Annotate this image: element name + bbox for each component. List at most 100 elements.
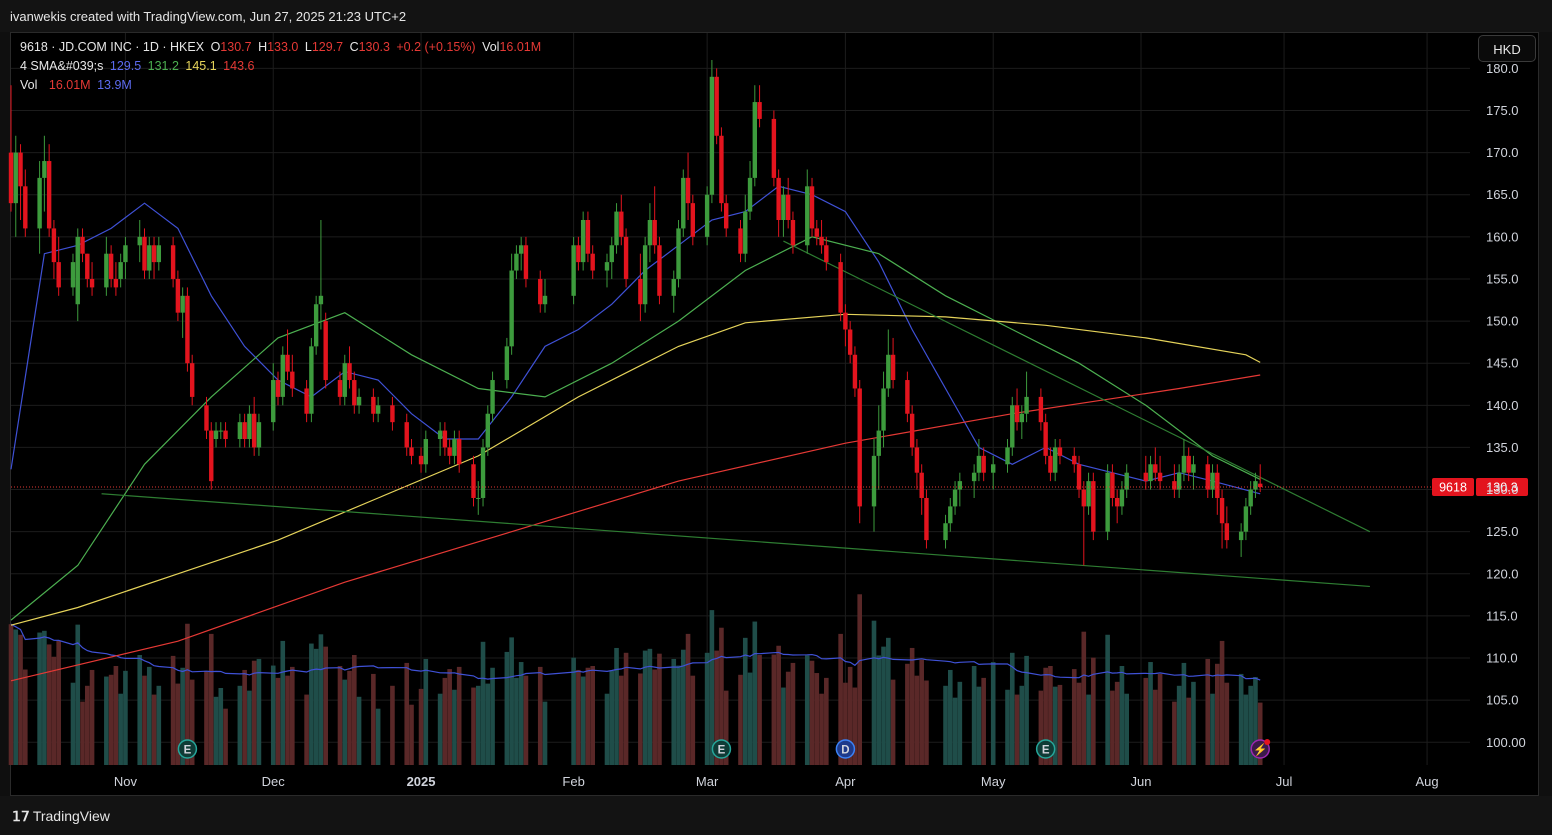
- volume-bar: [785, 671, 791, 765]
- candle: [37, 161, 42, 254]
- price-tag-symbol: 9618: [1439, 481, 1467, 495]
- volume-bar: [447, 669, 452, 765]
- volume-bar: [638, 673, 643, 765]
- volume-bar: [719, 627, 724, 765]
- candle-body: [285, 354, 290, 372]
- volume-bar: [905, 663, 910, 765]
- y-tick-label: 150.0: [1486, 314, 1519, 329]
- candle: [170, 236, 176, 288]
- tradingview-logo[interactable]: 𝟣𝟩 TradingView: [12, 808, 110, 825]
- candle: [151, 236, 157, 279]
- candle: [1072, 447, 1077, 473]
- y-tick-label: 145.0: [1486, 356, 1519, 371]
- candle: [285, 329, 290, 381]
- event-marker[interactable]: D: [835, 739, 856, 759]
- candle-body: [514, 253, 519, 271]
- candle-body: [70, 262, 76, 288]
- candle-body: [18, 152, 23, 187]
- volume-value: 16.01M: [499, 40, 542, 54]
- volume-bar: [523, 675, 529, 765]
- candle: [1124, 464, 1129, 498]
- candle-body: [890, 354, 896, 381]
- volume-bar: [8, 624, 14, 765]
- candle: [771, 110, 777, 187]
- candle: [809, 177, 815, 237]
- candle: [781, 186, 786, 237]
- volume-bar: [42, 630, 47, 765]
- candle: [890, 337, 896, 389]
- volume-bar: [752, 621, 758, 765]
- candle-body: [1010, 405, 1015, 448]
- candle-body: [418, 455, 424, 465]
- volume-bar: [213, 696, 219, 765]
- candle-body: [743, 211, 748, 254]
- currency-button[interactable]: HKD: [1478, 35, 1536, 62]
- candle: [75, 228, 80, 322]
- change-value: +0.2 (+0.15%): [396, 40, 476, 54]
- candle-body: [123, 245, 128, 263]
- volume-bar: [1048, 666, 1053, 765]
- candle: [323, 312, 328, 389]
- candle: [51, 220, 57, 279]
- candle: [523, 236, 529, 288]
- candle: [638, 253, 643, 322]
- candle-body: [118, 262, 123, 279]
- event-marker[interactable]: E: [1035, 739, 1056, 759]
- volume-bar: [142, 675, 147, 765]
- volume-bar: [290, 666, 295, 765]
- volume-bar: [1148, 662, 1153, 765]
- volume-bar: [723, 690, 729, 765]
- volume-bar: [1057, 684, 1063, 765]
- volume-bar: [208, 633, 214, 765]
- price-tag-value: 130.3: [1486, 481, 1517, 495]
- candle: [1014, 388, 1020, 431]
- volume-bar: [685, 633, 691, 765]
- candle: [685, 152, 691, 221]
- candle-body: [623, 236, 629, 279]
- candle-body: [909, 413, 915, 448]
- volume-bar: [185, 623, 190, 765]
- volume-bar: [1076, 682, 1082, 765]
- volume-bar: [647, 648, 653, 765]
- candle: [447, 439, 452, 465]
- sma-legend: 4 SMA&#039;s 129.5 131.2 145.1 143.6: [20, 59, 257, 73]
- volume-bar: [118, 693, 123, 765]
- volume-bar: [313, 648, 319, 765]
- candle: [23, 169, 28, 237]
- event-markers: E E D E ⚡: [177, 739, 1271, 759]
- volume-bar: [623, 652, 629, 765]
- candle: [80, 228, 85, 263]
- candle-body: [948, 506, 953, 524]
- candle-body: [437, 430, 443, 440]
- candle: [1205, 455, 1210, 498]
- candle-body: [642, 245, 648, 305]
- candle-body: [1114, 497, 1120, 507]
- candle-body: [1215, 472, 1220, 498]
- candle: [318, 220, 324, 330]
- candle-body: [685, 177, 691, 204]
- candle: [542, 278, 548, 313]
- x-tick-label: Dec: [262, 774, 286, 789]
- lightning-icon: [1250, 739, 1270, 759]
- volume-bar: [1224, 682, 1230, 765]
- event-marker[interactable]: E: [711, 739, 732, 759]
- y-tick-label: 100.00: [1486, 735, 1526, 750]
- event-marker[interactable]: E: [177, 739, 198, 759]
- candle: [309, 337, 314, 423]
- candle: [1243, 497, 1249, 541]
- candle-body: [671, 278, 676, 296]
- event-marker[interactable]: ⚡: [1250, 739, 1271, 759]
- candle: [776, 169, 781, 237]
- candle: [590, 245, 595, 279]
- candle: [704, 186, 710, 246]
- candle-body: [280, 354, 285, 397]
- volume-bar: [852, 687, 858, 765]
- candle-body: [1110, 472, 1115, 498]
- candle: [757, 85, 762, 128]
- candle-body: [914, 447, 920, 473]
- x-tick-label: Feb: [562, 774, 584, 789]
- candle: [1172, 464, 1177, 498]
- volume-label: Vol: [482, 40, 500, 54]
- candle-body: [1014, 405, 1020, 423]
